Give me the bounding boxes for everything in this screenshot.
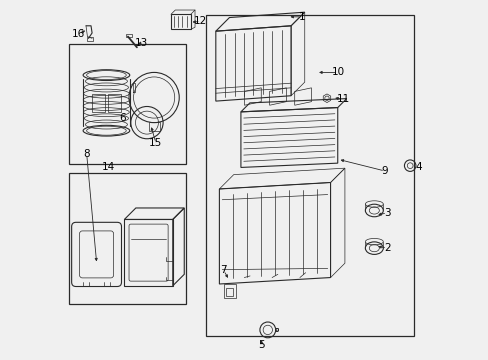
Text: 11: 11 [336, 94, 349, 104]
Text: 10: 10 [331, 67, 345, 77]
Text: 4: 4 [415, 162, 422, 172]
Text: 1: 1 [298, 12, 305, 22]
Text: 12: 12 [194, 17, 207, 27]
Text: 7: 7 [220, 265, 226, 275]
Text: 2: 2 [383, 243, 390, 253]
Text: 14: 14 [102, 162, 115, 172]
Text: 3: 3 [383, 208, 390, 218]
Text: 9: 9 [381, 166, 387, 176]
Text: 15: 15 [149, 138, 162, 148]
Text: 13: 13 [135, 38, 148, 48]
Text: 16: 16 [72, 29, 85, 39]
Text: 8: 8 [83, 149, 90, 159]
Text: 5: 5 [258, 340, 264, 350]
Text: 6: 6 [119, 113, 125, 123]
